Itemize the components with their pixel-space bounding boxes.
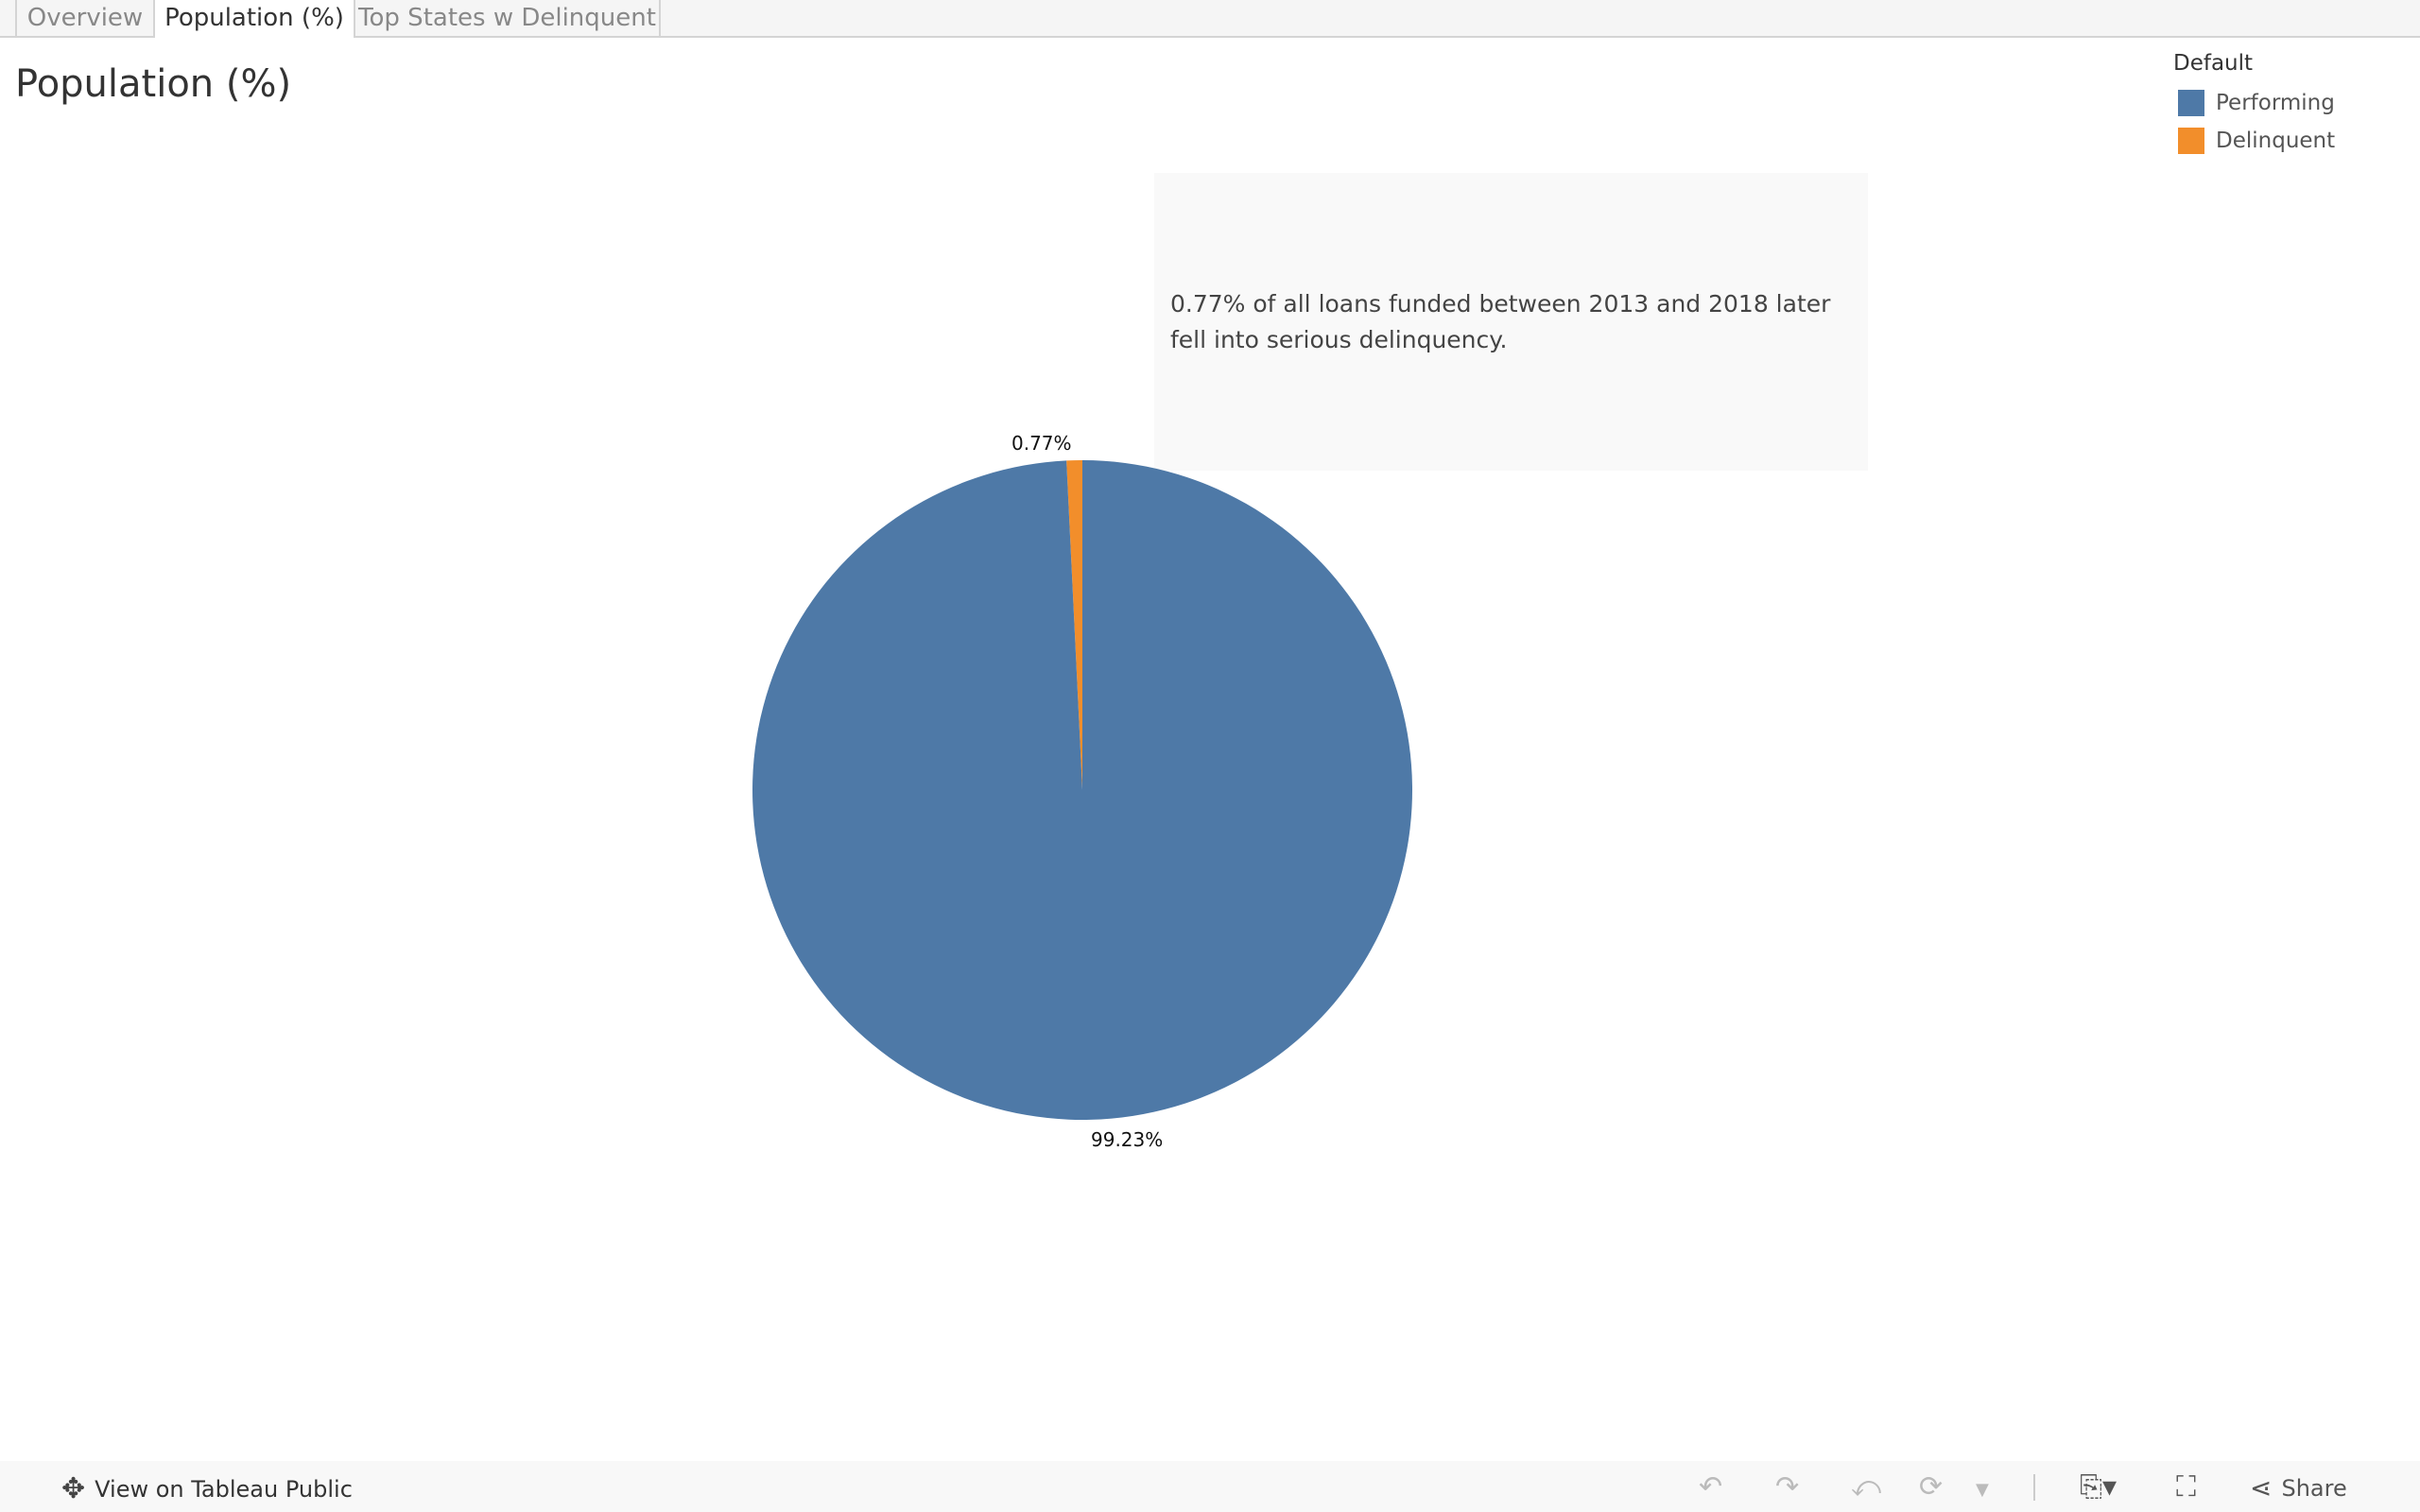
divider [2033,1474,2035,1501]
revert-icon[interactable]: ⤺ [1851,1470,1882,1503]
fullscreen-icon[interactable]: ⛶ [2176,1470,2196,1503]
pause-dropdown-icon[interactable]: ▼ [1976,1480,1989,1500]
share-icon: ⋖ [2250,1472,2273,1503]
view-on-tableau-link[interactable]: ✥ View on Tableau Public [61,1472,353,1505]
legend-title: Default [2173,51,2254,76]
refresh-icon[interactable]: ⟳ [1919,1470,1944,1503]
download-icon[interactable]: ⎘▾ [2080,1470,2118,1503]
slice-label-performing: 99.23% [1091,1128,1164,1151]
undo-icon[interactable]: ↶ [1699,1470,1723,1503]
page-title: Population (%) [15,62,292,106]
redo-icon[interactable]: ↷ [1775,1470,1800,1503]
view-on-label: View on Tableau Public [95,1475,353,1503]
annotation-box: 0.77% of all loans funded between 2013 a… [1154,173,1868,471]
legend-item-delinquent[interactable]: Delinquent [2178,127,2335,155]
legend-label: Performing [2216,91,2335,115]
pie-slice-performing[interactable] [752,460,1412,1121]
legend-label: Delinquent [2216,129,2336,153]
tab-population[interactable]: Population (%) [153,0,355,38]
share-label: Share [2281,1474,2347,1502]
tab-overview[interactable]: Overview [15,0,155,36]
sheet-tabs: Overview Population (%) Top States w Del… [0,0,2420,38]
footer-toolbar: ✥ View on Tableau Public ↶ ↷ ⤺ ⟳ ▼ ⎘▾ ⛶ … [0,1461,2420,1512]
legend-swatch [2178,128,2204,154]
legend-item-performing[interactable]: Performing [2178,89,2335,117]
tableau-logo-icon: ✥ [61,1472,86,1505]
annotation-text: 0.77% of all loans funded between 2013 a… [1170,290,1831,353]
slice-label-delinquent: 0.77% [1011,432,1072,455]
share-button[interactable]: ⋖ Share [2250,1472,2347,1503]
pie-slice-delinquent[interactable] [1066,460,1082,790]
legend-swatch [2178,90,2204,116]
tab-top-states[interactable]: Top States w Delinquent [355,0,661,36]
